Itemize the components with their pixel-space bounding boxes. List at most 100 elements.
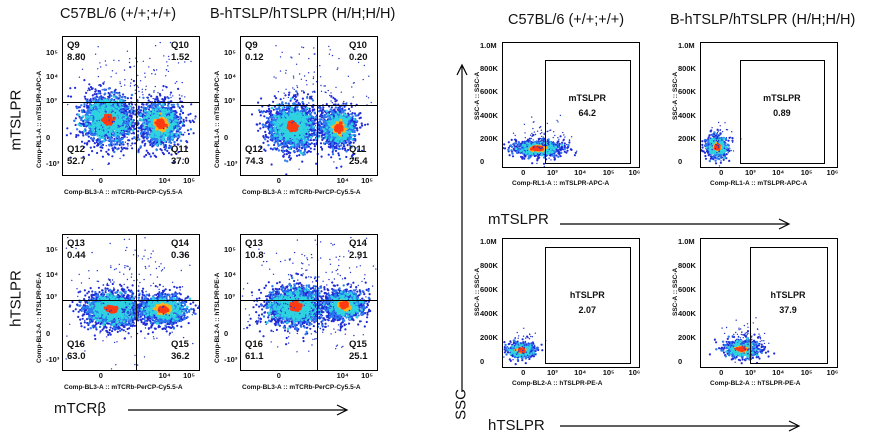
quadrant-value: 2.91 [349, 251, 368, 261]
quadrant-name: Q11 [349, 145, 366, 155]
y-tick-label: 10⁵ [224, 246, 236, 254]
quadrant-name: Q10 [349, 41, 367, 51]
x-tick-label: 10⁴ [574, 369, 586, 377]
x-tick-label: 0 [99, 372, 103, 380]
x-tick-label: 0 [99, 177, 103, 185]
gate-name: mTSLPR [557, 93, 617, 103]
y-tick-label: 10³ [224, 96, 235, 105]
x-tick-label: 10⁵ [361, 177, 373, 185]
arrow-mtcrb [128, 404, 349, 416]
gate-value: 0.89 [752, 108, 812, 118]
x-tick-label: 10³ [745, 169, 756, 177]
y-tick-label: 400K [480, 111, 498, 120]
y-tick-label: -10³ [46, 355, 59, 364]
y-tick-label: 400K [480, 310, 498, 318]
gate-value: 37.9 [758, 305, 818, 315]
x-tick-label: 0 [521, 169, 525, 177]
x-tick-label: 10⁶ [629, 169, 641, 177]
x-axis-title: Comp-BL3-A :: mTCRb-PerCP-Cy5.5-A [64, 384, 183, 391]
quadrant-name: Q9 [67, 41, 80, 51]
quadrant-value: 36.2 [171, 352, 190, 362]
arrow-mtslpr [560, 218, 791, 230]
quadrant-name: Q13 [67, 239, 85, 249]
x-tick-label: 10⁵ [183, 177, 195, 185]
cell-cloud [65, 236, 199, 370]
y-tick-label: 800K [480, 65, 498, 73]
plot-area: Q9 0.12 Q10 0.20 Q11 25.4 Q12 74.3 [240, 36, 378, 176]
header-right-ki: B-hTSLP/hTSLPR (H/H;H/H) [670, 12, 855, 28]
quadrant-value: 25.1 [349, 352, 368, 362]
cell-cloud [503, 327, 547, 366]
quadrant-name: Q11 [171, 145, 188, 155]
gate-name: mTSLPR [752, 93, 812, 103]
quadrant-value: 0.36 [171, 251, 190, 261]
cell-cloud [503, 114, 578, 167]
y-tick-label: 1.0M [678, 238, 695, 246]
quadrant-name: Q13 [245, 239, 263, 249]
quadrant-name: Q9 [245, 41, 258, 51]
y-tick-label: 10⁴ [224, 270, 236, 279]
quadrant-value: 10.8 [245, 251, 264, 261]
quadrant-name: Q16 [245, 340, 263, 350]
y-tick-label: 600K [678, 286, 696, 294]
y-tick-label: -10³ [46, 160, 59, 168]
x-tick-label: 0 [277, 177, 281, 185]
x-tick-label: 10³ [547, 169, 558, 177]
y-tick-label: 10³ [46, 96, 57, 105]
x-tick-label: 10⁵ [361, 372, 373, 380]
x-axis-title: Comp-BL2-A :: hTSLPR-PE-A [512, 380, 602, 387]
cell-cloud [65, 41, 197, 171]
y-tick-label: 800K [678, 65, 696, 73]
quadrant-vline [136, 37, 138, 175]
x-tick-label: 10⁵ [603, 169, 615, 177]
y-tick-label: 0 [46, 329, 50, 338]
x-axis-title: Comp-RL1-A :: mTSLPR-APC-A [710, 180, 807, 187]
gate-rectangle [740, 60, 826, 165]
quadrant-value: 0.20 [349, 53, 368, 63]
x-tick-label: 10⁴ [772, 169, 784, 177]
caption-mtslpr: mTSLPR [488, 211, 549, 228]
x-tick-label: 0 [277, 372, 281, 380]
y-tick-label: 0 [678, 358, 682, 366]
plot-area: Q9 8.80 Q10 1.52 Q11 37.0 Q12 52.7 [62, 36, 200, 176]
x-tick-label: 10³ [745, 369, 756, 377]
gate-rectangle [545, 246, 632, 364]
header-right-wt: C57BL/6 (+/+;+/+) [508, 12, 624, 28]
gate-rectangle [749, 246, 829, 364]
quadrant-name: Q16 [67, 340, 85, 350]
quadrant-name: Q12 [67, 145, 85, 155]
y-tick-label: 0 [480, 158, 484, 166]
y-tick-label: 800K [480, 262, 498, 270]
x-tick-label: 10⁴ [772, 369, 784, 377]
y-tick-label: -10³ [224, 160, 237, 168]
plot-area: Q13 0.44 Q14 0.36 Q15 36.2 Q16 63.0 [62, 234, 200, 371]
plot-area: Q13 10.8 Q14 2.91 Q15 25.1 Q16 61.1 [240, 234, 378, 371]
quadrant-name: Q14 [171, 239, 189, 249]
arrow-htslpr [560, 420, 801, 432]
y-tick-label: 10³ [224, 293, 235, 301]
quadrant-hline [63, 101, 199, 103]
y-tick-label: 1.0M [480, 238, 497, 246]
x-axis-title: Comp-BL2-A :: hTSLPR-PE-A [710, 380, 800, 387]
x-tick-label: 10⁶ [827, 369, 839, 377]
y-axis-title: Comp-BL2-A :: hTSLPR-PE-A [36, 273, 43, 363]
y-tick-label: 10⁴ [46, 270, 58, 279]
gate-value: 64.2 [557, 108, 617, 118]
gate-name: hTSLPR [758, 290, 818, 300]
quadrant-value: 61.1 [245, 352, 264, 362]
y-tick-label: 200K [678, 134, 696, 143]
y-tick-label: 200K [480, 334, 498, 342]
header-left-wt: C57BL/6 (+/+;+/+) [60, 6, 176, 22]
quadrant-vline [317, 37, 319, 175]
y-tick-label: 800K [678, 262, 696, 270]
y-tick-label: -10³ [224, 355, 237, 364]
y-axis-title: Comp-RL1-A :: mTSLPR-APC-A [214, 71, 221, 168]
cell-cloud [701, 121, 742, 167]
quadrant-name: Q12 [245, 145, 263, 155]
y-tick-label: 0 [46, 134, 50, 142]
quadrant-vline [317, 235, 319, 370]
quadrant-value: 0.44 [67, 251, 86, 261]
y-tick-label: 1.0M [480, 42, 497, 50]
x-tick-label: 10⁶ [827, 169, 839, 177]
caption-mtcrb: mTCRβ [54, 400, 106, 417]
